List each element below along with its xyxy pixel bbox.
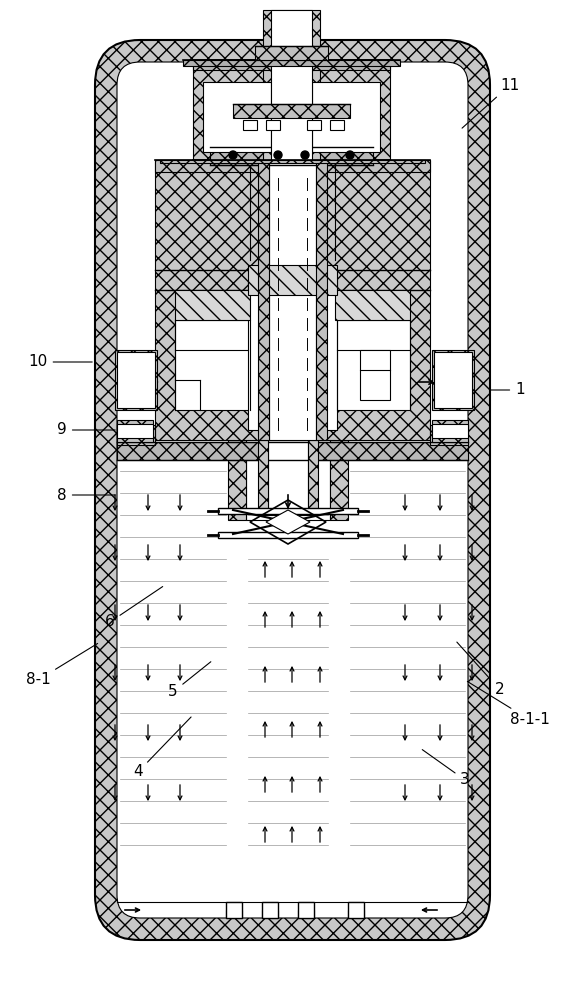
Text: 8-1: 8-1 (26, 643, 98, 688)
Text: 10: 10 (28, 355, 92, 369)
Text: 8-1-1: 8-1-1 (467, 681, 550, 728)
Bar (228, 440, 246, 520)
Bar (183, 60, 400, 66)
Bar (312, 82, 380, 152)
Bar (243, 120, 257, 130)
Bar (308, 440, 318, 515)
Text: 2: 2 (457, 642, 505, 698)
Bar (298, 910, 314, 918)
Bar (175, 320, 250, 410)
Circle shape (274, 151, 282, 159)
Bar (262, 910, 278, 918)
Bar (263, 10, 320, 160)
Bar (360, 350, 390, 400)
Bar (432, 424, 468, 438)
Bar (348, 902, 364, 918)
Bar (193, 60, 390, 160)
Bar (226, 910, 242, 918)
FancyBboxPatch shape (95, 40, 490, 940)
Bar (330, 440, 348, 520)
Circle shape (346, 151, 354, 159)
Polygon shape (266, 510, 310, 534)
Bar (271, 10, 312, 160)
Bar (348, 910, 364, 918)
Bar (238, 110, 345, 160)
Bar (255, 46, 328, 60)
Bar (258, 160, 269, 440)
Bar (117, 442, 468, 460)
Text: 5: 5 (168, 662, 211, 700)
Bar (269, 160, 316, 440)
Bar (203, 82, 271, 152)
Bar (117, 420, 153, 442)
Bar (268, 440, 308, 515)
Bar (155, 160, 430, 440)
Bar (210, 147, 373, 165)
Bar (330, 120, 344, 130)
Text: 4: 4 (133, 717, 191, 780)
Bar (193, 60, 390, 70)
Text: 9: 9 (57, 422, 115, 438)
Circle shape (229, 151, 237, 159)
Bar (281, 82, 302, 152)
Bar (432, 350, 474, 410)
Circle shape (301, 151, 309, 159)
Bar (218, 508, 358, 514)
Bar (335, 320, 410, 410)
Bar (434, 352, 472, 408)
Bar (248, 280, 337, 430)
Bar (115, 350, 157, 410)
Text: 6: 6 (105, 587, 163, 630)
Bar (175, 290, 250, 320)
Bar (298, 902, 314, 918)
Bar (432, 420, 468, 442)
FancyBboxPatch shape (117, 62, 468, 918)
Bar (246, 440, 330, 520)
Text: 11: 11 (462, 78, 520, 128)
Bar (160, 160, 425, 163)
Bar (226, 902, 242, 918)
Bar (117, 424, 153, 438)
Bar (218, 532, 358, 538)
Bar (266, 120, 280, 130)
Bar (117, 425, 155, 445)
Bar (430, 425, 468, 445)
Bar (248, 265, 337, 295)
Text: 1: 1 (491, 382, 525, 397)
Bar (117, 352, 155, 408)
Bar (155, 160, 430, 172)
Bar (262, 902, 278, 918)
Text: 3: 3 (422, 750, 470, 788)
Bar (335, 290, 410, 320)
Bar (307, 120, 321, 130)
Bar (316, 160, 327, 440)
Text: 8: 8 (57, 488, 115, 502)
Bar (233, 104, 350, 118)
Bar (258, 440, 268, 515)
